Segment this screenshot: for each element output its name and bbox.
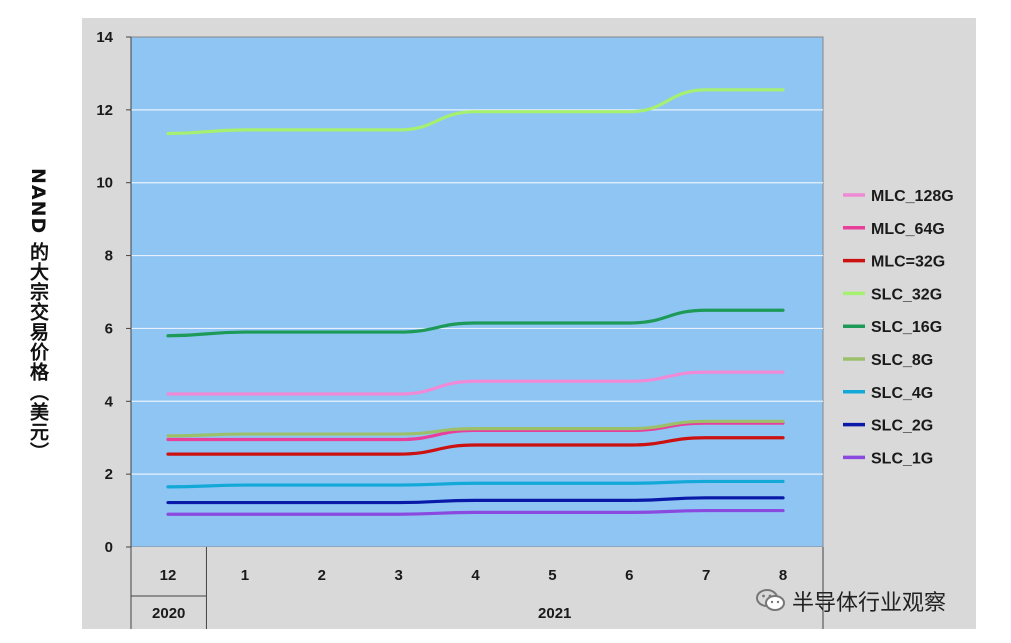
legend-label: SLC_32G bbox=[871, 286, 942, 303]
legend-label: MLC_64G bbox=[871, 221, 945, 238]
chart-plot-area bbox=[130, 36, 824, 548]
y-tick-label: 4 bbox=[105, 393, 114, 410]
x-tick-label: 12 bbox=[160, 567, 177, 584]
y-tick-label: 14 bbox=[96, 29, 113, 46]
legend-label: MLC_128G bbox=[871, 188, 954, 205]
x-tick-label: 2 bbox=[318, 567, 326, 584]
year-label: 2020 bbox=[152, 605, 185, 622]
series-line-slc-16g bbox=[166, 308, 785, 338]
legend-label: SLC_4G bbox=[871, 385, 933, 402]
y-axis-ticks: 0 2 4 6 8 10 12 14 bbox=[96, 29, 132, 556]
gridlines bbox=[131, 109, 823, 475]
y-tick-label: 8 bbox=[105, 248, 113, 265]
x-tick-label: 3 bbox=[394, 567, 402, 584]
legend: MLC_128G MLC_64G MLC=32G SLC_32G SLC_16G SLC_… bbox=[843, 188, 954, 467]
series-line-mlc-64g bbox=[166, 421, 785, 442]
wechat-icon bbox=[756, 589, 785, 611]
series-line-mlc-128g bbox=[166, 370, 785, 396]
x-tick-label: 4 bbox=[471, 567, 480, 584]
legend-label: SLC_16G bbox=[871, 319, 942, 336]
series-lines bbox=[166, 88, 785, 516]
watermark-text: 半导体行业观察 bbox=[792, 591, 947, 616]
y-axis-label: NAND 的大宗交易价格（美元） bbox=[27, 168, 49, 462]
y-tick-label: 6 bbox=[105, 320, 113, 337]
legend-label: MLC=32G bbox=[871, 254, 945, 271]
year-label: 2021 bbox=[538, 605, 571, 622]
x-tick-label: 5 bbox=[548, 567, 556, 584]
x-tick-label: 7 bbox=[702, 567, 710, 584]
x-tick-label: 6 bbox=[625, 567, 633, 584]
series-line-mlc-32g bbox=[166, 436, 785, 456]
x-axis-table bbox=[131, 547, 823, 629]
y-tick-label: 0 bbox=[105, 539, 113, 556]
y-tick-label: 2 bbox=[105, 466, 113, 483]
series-line-slc-1g bbox=[166, 508, 785, 516]
legend-label: SLC_8G bbox=[871, 352, 933, 369]
series-line-slc-32g bbox=[166, 88, 785, 136]
series-line-slc-4g bbox=[166, 479, 785, 489]
legend-label: SLC_1G bbox=[871, 450, 933, 467]
series-line-slc-8g bbox=[166, 419, 785, 438]
series-line-slc-2g bbox=[166, 496, 785, 505]
x-tick-label: 1 bbox=[241, 567, 249, 584]
watermark: 半导体行业观察 bbox=[756, 585, 946, 617]
x-tick-label: 8 bbox=[779, 567, 787, 584]
legend-label: SLC_2G bbox=[871, 418, 933, 435]
y-tick-label: 10 bbox=[96, 175, 113, 192]
y-tick-label: 12 bbox=[96, 102, 113, 119]
